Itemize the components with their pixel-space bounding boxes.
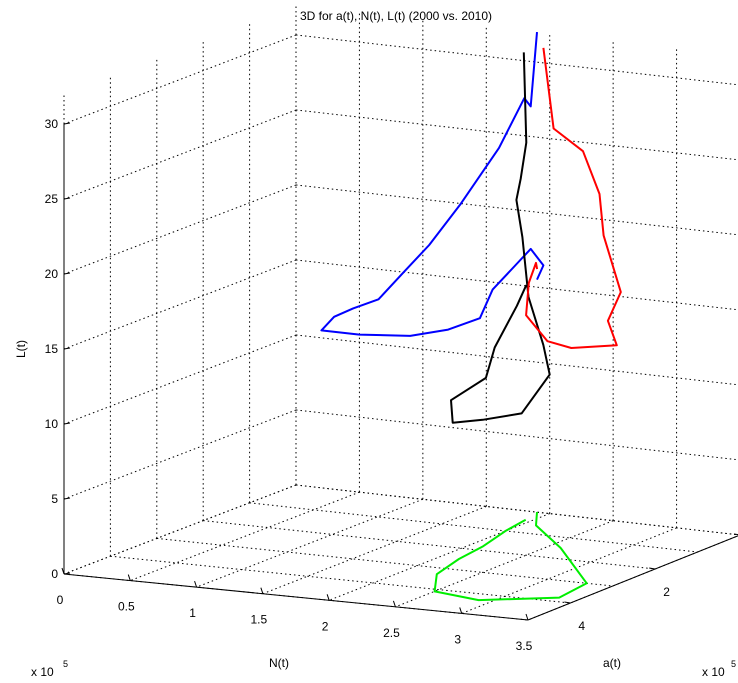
y-axis-label: a(t) <box>603 656 621 670</box>
x-tick-label: 2.5 <box>383 626 400 640</box>
x-axis-line <box>63 573 529 621</box>
grid-line <box>249 502 698 553</box>
z-tick <box>63 347 71 350</box>
z-tick-label: 20 <box>45 267 59 281</box>
y-axis-scale-label: x 10 5 <box>702 659 736 679</box>
y-tick-label: 2 <box>663 585 670 599</box>
z-tick <box>63 197 71 200</box>
z-axis-label: L(t) <box>14 340 28 358</box>
grid-line <box>295 109 738 161</box>
grid-line <box>295 484 738 536</box>
z-tick <box>63 572 71 575</box>
x-tick-label: 1 <box>189 606 196 620</box>
x-tick <box>392 600 396 608</box>
series-line-1 <box>450 52 551 424</box>
grid-line <box>63 259 297 350</box>
z-tick <box>63 272 71 275</box>
x-tick-label: 0.5 <box>118 600 135 614</box>
z-tick-label: 15 <box>45 342 59 356</box>
x-axis-label: N(t) <box>269 656 289 670</box>
grid-line <box>295 334 738 386</box>
y-tick <box>733 533 738 536</box>
series-line-3 <box>433 512 588 602</box>
x-tick-label: 2 <box>322 619 329 633</box>
y-tick <box>564 601 571 604</box>
z-tick <box>63 497 71 500</box>
grid-line <box>295 409 738 461</box>
x-tick-label: 3 <box>454 632 461 646</box>
grid-line <box>63 334 297 425</box>
grid-line <box>63 109 297 200</box>
grid-line <box>196 498 424 588</box>
x-tick <box>260 587 264 594</box>
grid-line <box>130 491 360 582</box>
x-tick <box>194 580 198 588</box>
grid-line <box>328 513 550 601</box>
z-tick-label: 0 <box>51 567 58 581</box>
grid-line <box>295 34 738 86</box>
grid-line <box>203 520 656 570</box>
grid-line <box>63 184 297 275</box>
axis-layer <box>61 122 738 621</box>
grid-line <box>110 555 571 604</box>
series-line-0 <box>320 32 545 337</box>
grid-line <box>63 34 297 125</box>
y-tick <box>649 567 656 570</box>
grid-layer <box>63 5 738 621</box>
x-axis-scale-label: x 10 5 <box>31 659 68 679</box>
x-tick <box>127 574 131 581</box>
y-scale-exponent: 5 <box>731 659 736 669</box>
grid-line <box>295 259 738 311</box>
x-tick <box>61 567 65 575</box>
x-tick <box>326 594 330 601</box>
grid-line <box>63 409 297 500</box>
series-line-2 <box>525 47 622 349</box>
x-tick-label: 3.5 <box>516 639 533 653</box>
grid-line <box>395 520 614 608</box>
z-tick <box>63 122 71 125</box>
series-layer <box>320 32 622 602</box>
grid-line <box>63 484 297 575</box>
x-tick <box>525 613 529 621</box>
x-tick-label: 1.5 <box>251 613 268 627</box>
grid-line <box>262 505 487 595</box>
z-tick-label: 25 <box>45 192 59 206</box>
z-tick-label: 10 <box>45 417 59 431</box>
z-tick-label: 5 <box>51 492 58 506</box>
y-tick-label: 4 <box>578 619 585 633</box>
x-scale-text: x 10 <box>31 665 54 679</box>
y-scale-text: x 10 <box>702 665 725 679</box>
x-tick-label: 0 <box>57 593 64 607</box>
z-tick-label: 30 <box>45 117 59 131</box>
x-tick <box>459 607 463 614</box>
tick-label-layer: 00.511.522.533.5024051015202530 <box>45 117 671 653</box>
z-tick <box>63 422 71 425</box>
y-axis-line <box>527 535 738 621</box>
chart-title: 3D for a(t), N(t), L(t) (2000 vs. 2010) <box>300 9 492 23</box>
x-scale-exponent: 5 <box>63 659 68 669</box>
